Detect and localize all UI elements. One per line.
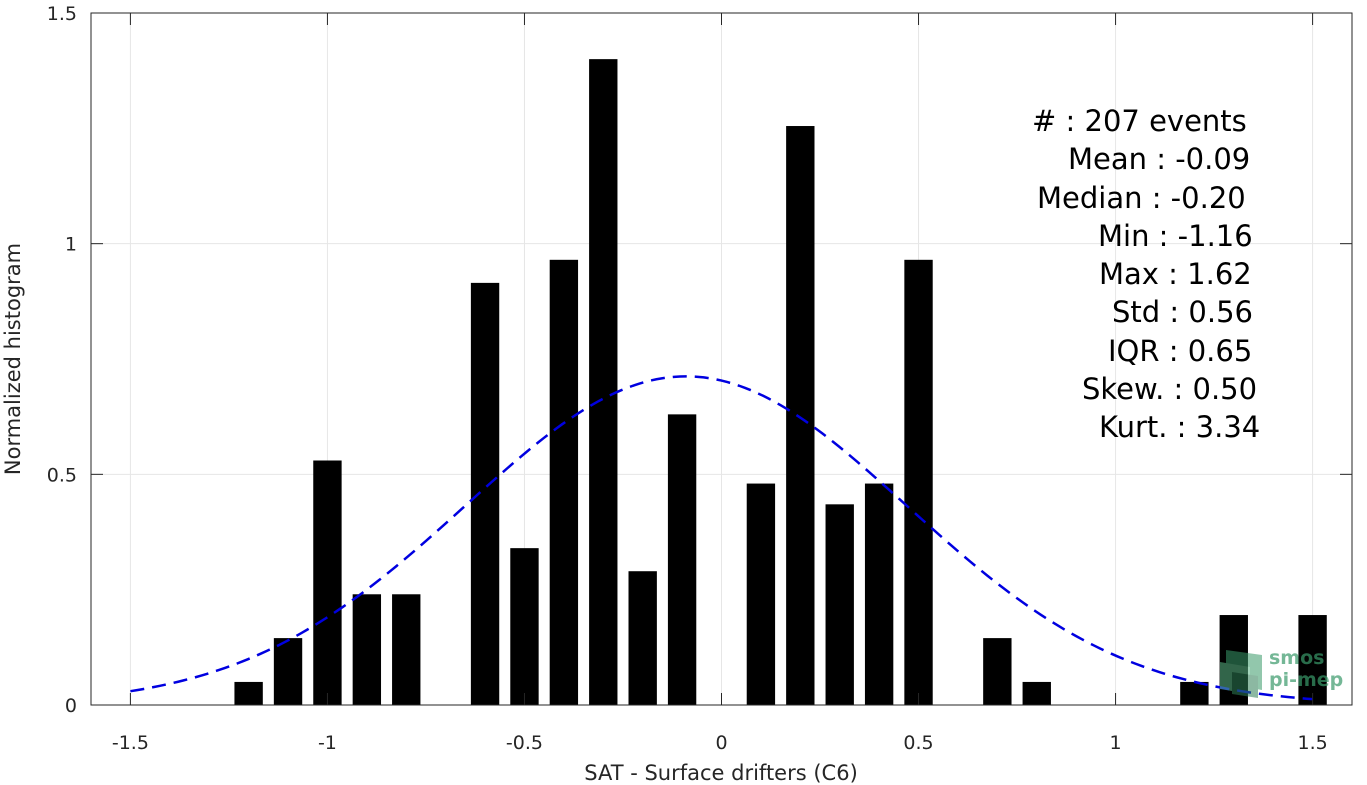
x-tick-label: 1 — [1110, 732, 1122, 754]
x-tick-label: 0 — [715, 732, 727, 754]
histogram-bar — [904, 259, 933, 705]
y-tick-label: 0 — [65, 695, 77, 717]
stat-min: Min : -1.16 — [1098, 219, 1253, 253]
y-tick-label: 1 — [65, 234, 77, 256]
histogram-bar — [234, 681, 263, 705]
stat-kurt: Kurt. : 3.34 — [1099, 410, 1260, 444]
x-tick-label: -1 — [318, 732, 337, 754]
stat-iqr: IQR : 0.65 — [1108, 334, 1252, 368]
histogram-bars — [234, 59, 1327, 705]
logo-icon — [1220, 650, 1262, 698]
histogram-bar — [628, 571, 657, 705]
x-tick-label: -1.5 — [112, 732, 149, 754]
x-tick-label: 0.5 — [903, 732, 933, 754]
x-tick-label: 1.5 — [1297, 732, 1327, 754]
histogram-bar — [1298, 615, 1327, 705]
histogram-bar — [352, 594, 382, 705]
y-tick-label: 1.5 — [47, 3, 77, 25]
histogram-bar — [825, 504, 854, 705]
histogram-bar — [510, 548, 539, 705]
y-tick-label: 0.5 — [47, 464, 77, 486]
x-tick-label: -0.5 — [506, 732, 543, 754]
x-tick-labels: -1.5 -1 -0.5 0 0.5 1 1.5 — [112, 732, 1328, 754]
histogram-bar — [470, 282, 500, 705]
y-axis-title: Normalized histogram — [1, 243, 25, 475]
logo-line2: pi-mep — [1269, 669, 1343, 691]
axis-ticks — [91, 12, 1352, 706]
histogram-bar — [392, 594, 421, 705]
x-axis-title: SAT - Surface drifters (C6) — [584, 761, 858, 785]
histogram-bar — [273, 638, 303, 705]
histogram-bar — [983, 638, 1012, 705]
y-tick-labels: 0 0.5 1 1.5 — [47, 3, 77, 717]
histogram-bar — [786, 126, 815, 705]
stat-events: # : 207 events — [1032, 104, 1247, 138]
logo-line1: smos — [1269, 647, 1324, 669]
histogram-bar — [864, 483, 894, 705]
histogram-bar — [589, 59, 618, 705]
stat-std: Std : 0.56 — [1112, 295, 1253, 329]
stat-max: Max : 1.62 — [1099, 257, 1252, 291]
stat-mean: Mean : -0.09 — [1068, 142, 1250, 176]
stat-median: Median : -0.20 — [1037, 181, 1246, 215]
histogram-bar — [313, 460, 342, 705]
histogram-bar — [1022, 681, 1051, 705]
histogram-bar — [667, 414, 697, 705]
stats-annotation: # : 207 events Mean : -0.09 Median : -0.… — [1032, 104, 1260, 444]
stat-skew: Skew. : 0.50 — [1082, 372, 1257, 406]
smos-pimep-logo: smos pi-mep — [1220, 647, 1343, 698]
histogram-bar — [746, 483, 776, 705]
normal-fit-curve — [130, 375, 1313, 701]
histogram-bar — [549, 259, 579, 705]
histogram-bar — [1180, 681, 1209, 705]
